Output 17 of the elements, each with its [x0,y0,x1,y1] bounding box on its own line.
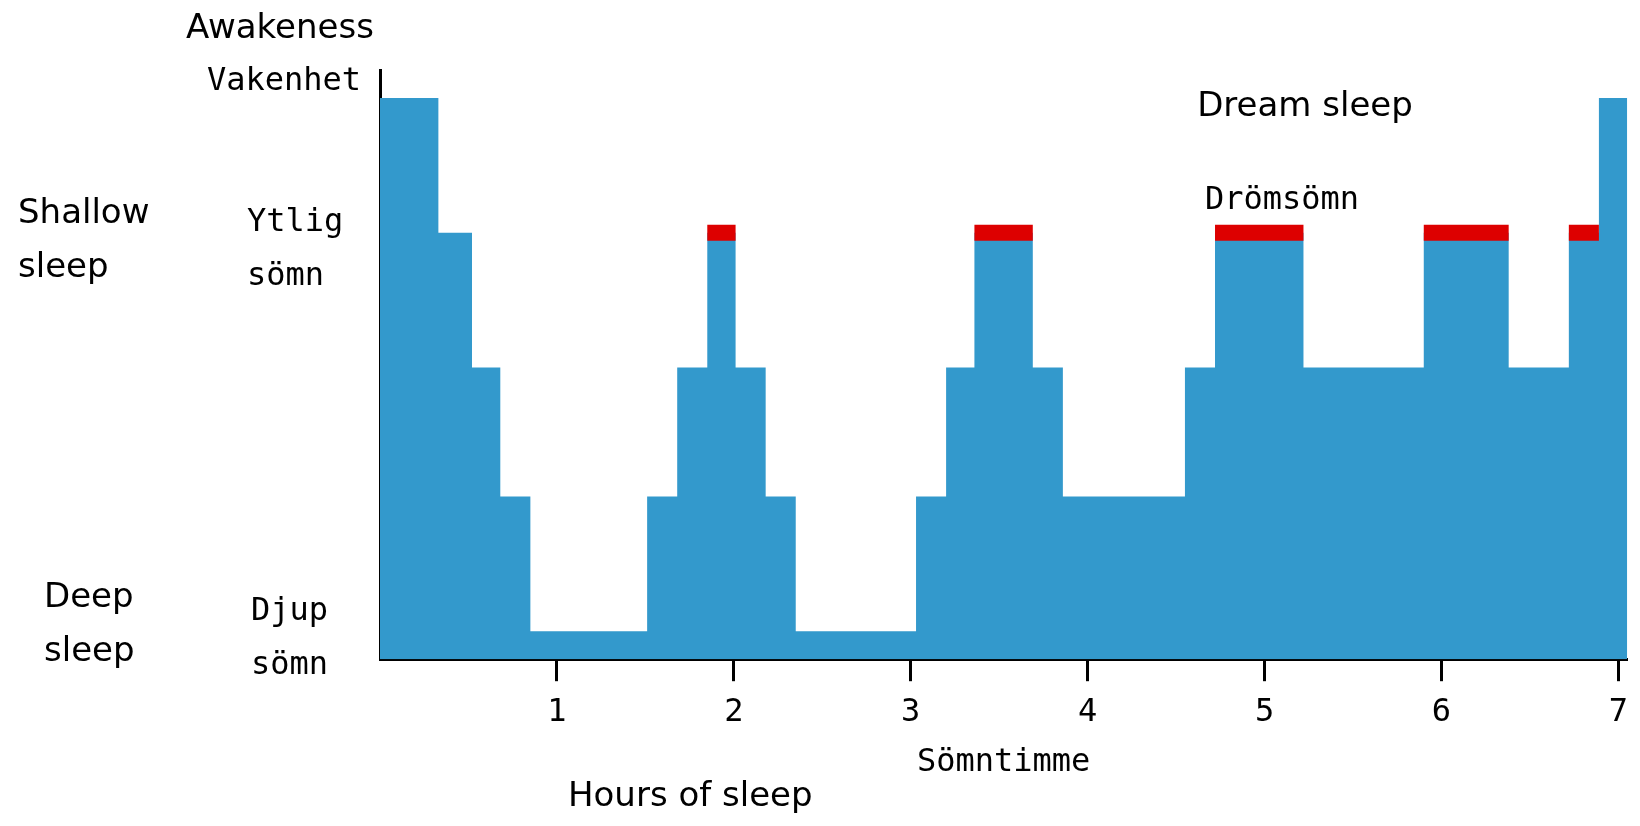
x-tick-label: 5 [1254,690,1275,729]
text: Hours of sleep [568,773,813,814]
x-tick-label: 6 [1431,690,1452,729]
annotation: Drömsömn [1204,179,1360,218]
annotation: Dream sleep [1197,83,1413,124]
text: Djup sömn [251,590,329,683]
x-tick-label: 7 [1608,690,1628,729]
text: Shallow sleep [18,190,150,285]
text: Vakenhet [206,60,361,99]
x-tick-label: 2 [724,690,744,729]
x-axis-title: Sömntimme [916,741,1091,780]
x-tick-label: 1 [547,690,567,729]
text: Awakeness [186,5,374,46]
x-tick-label: 3 [901,690,921,729]
text: Deep sleep [44,574,135,669]
x-tick-label: 4 [1078,690,1098,729]
text: Ytlig sömn [247,201,344,294]
